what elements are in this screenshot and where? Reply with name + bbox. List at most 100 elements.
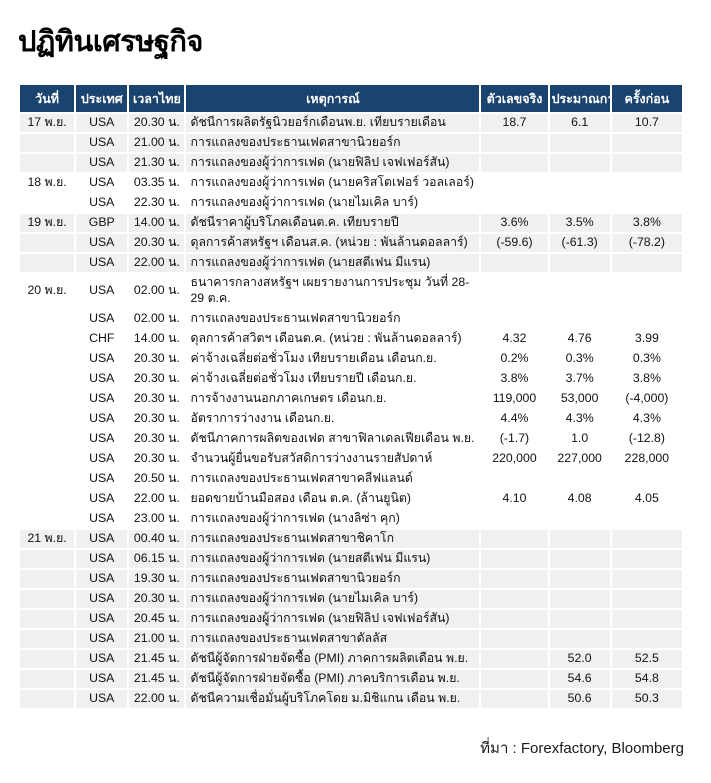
cell-date [20,649,75,668]
cell-previous [611,254,682,272]
cell-country: USA [76,609,128,628]
cell-previous [611,509,682,528]
cell-time: 20.30 น. [129,114,185,132]
cell-forecast: 6.1 [549,114,610,132]
table-row: 21 พ.ย. USA 00.40 น. การแถลงของประธานเฟดสาข… [20,529,682,548]
cell-previous: 0.3% [611,349,682,368]
cell-previous [611,174,682,192]
cell-event: การจ้างงานนอกภาคเกษตร เดือนก.ย. [186,389,480,408]
table-row: USA 20.45 น. การแถลงของผู้ว่าการเฟด (นายฟิ… [20,609,682,628]
table-row: USA 20.30 น. การจ้างงานนอกภาคเกษตร เดือนก.… [20,389,682,408]
cell-actual: 3.8% [481,369,548,388]
cell-country: CHF [76,329,128,348]
cell-event: ค่าจ้างเฉลี่ยต่อชั่วโมง เทียบรายปี เดือน… [186,369,480,388]
table-header-row: วันที่ ประเทศ เวลาไทย เหตุการณ์ ตัวเลขจร… [20,85,682,112]
cell-previous [611,549,682,568]
cell-time: 14.00 น. [129,329,185,348]
cell-event: ดัชนีผู้จัดการฝ่ายจัดซื้อ (PMI) ภาคบริกา… [186,669,480,688]
cell-country: USA [76,449,128,468]
cell-previous [611,589,682,608]
cell-actual [481,689,548,708]
cell-date [20,154,75,172]
cell-forecast [549,274,610,308]
cell-actual [481,274,548,308]
cell-country: USA [76,649,128,668]
cell-date [20,489,75,508]
cell-date [20,629,75,648]
cell-previous: 52.5 [611,649,682,668]
table-body: 17 พ.ย. USA 20.30 น. ดัชนีการผลิตรัฐนิวยอร์… [20,114,682,708]
table-row: USA 21.30 น. การแถลงของผู้ว่าการเฟด (นายฟิ… [20,154,682,172]
table-row: USA 02.00 น. การแถลงของประธานเฟดสาขานิวยอร… [20,309,682,328]
cell-previous: (-78.2) [611,234,682,252]
cell-date [20,389,75,408]
cell-forecast [549,589,610,608]
table-row: USA 20.30 น. ค่าจ้างเฉลี่ยต่อชั่วโมง เทียบ… [20,349,682,368]
table-row: USA 20.50 น. การแถลงของประธานเฟดสาขาคลีฟแล… [20,469,682,488]
cell-forecast: 4.08 [549,489,610,508]
cell-forecast: 3.5% [549,214,610,232]
cell-forecast [549,629,610,648]
cell-actual [481,589,548,608]
cell-time: 20.45 น. [129,609,185,628]
cell-actual [481,254,548,272]
cell-actual: 3.6% [481,214,548,232]
cell-event: ดุลการค้าสวิตฯ เดือนต.ค. (หน่วย : พันล้า… [186,329,480,348]
cell-time: 20.50 น. [129,469,185,488]
cell-event: การแถลงของผู้ว่าการเฟด (นายสตีเฟน มีแรน) [186,254,480,272]
cell-country: USA [76,114,128,132]
cell-actual [481,134,548,152]
cell-actual [481,309,548,328]
cell-forecast: 0.3% [549,349,610,368]
cell-date: 20 พ.ย. [20,274,75,308]
cell-country: USA [76,389,128,408]
cell-forecast: 54.6 [549,669,610,688]
cell-forecast: 50.6 [549,689,610,708]
cell-time: 21.30 น. [129,154,185,172]
cell-country: USA [76,174,128,192]
table-row: USA 21.00 น. การแถลงของประธานเฟดสาขานิวยอร… [20,134,682,152]
economic-calendar-table: วันที่ ประเทศ เวลาไทย เหตุการณ์ ตัวเลขจร… [18,83,684,710]
col-header-date: วันที่ [20,85,75,112]
cell-event: การแถลงของประธานเฟดสาขานิวยอร์ก [186,309,480,328]
cell-date [20,309,75,328]
cell-event: ดัชนีความเชื่อมั่นผู้บริโภคโดย ม.มิชิแกน… [186,689,480,708]
table-row: USA 21.00 น. การแถลงของประธานเฟดสาขาดัลลัส [20,629,682,648]
cell-country: GBP [76,214,128,232]
table-row: USA 20.30 น. ดัชนีภาคการผลิตของเฟด สาขาฟิล… [20,429,682,448]
cell-actual [481,154,548,172]
cell-date: 19 พ.ย. [20,214,75,232]
cell-actual [481,529,548,548]
table-row: 19 พ.ย. GBP 14.00 น. ดัชนีราคาผู้บริโภคเดือ… [20,214,682,232]
cell-event: การแถลงของประธานเฟดสาขาชิคาโก [186,529,480,548]
cell-event: การแถลงของผู้ว่าการเฟด (นายสตีเฟน มีแรน) [186,549,480,568]
cell-previous: 4.05 [611,489,682,508]
cell-event: ธนาคารกลางสหรัฐฯ เผยรายงานการประชุม วันท… [186,274,480,308]
cell-event: ดัชนีภาคการผลิตของเฟด สาขาฟิลาเดลเฟียเดื… [186,429,480,448]
cell-time: 02.00 น. [129,274,185,308]
cell-country: USA [76,194,128,212]
cell-previous: (-12.8) [611,429,682,448]
table-row: USA 20.30 น. ค่าจ้างเฉลี่ยต่อชั่วโมง เทียบ… [20,369,682,388]
cell-date [20,234,75,252]
cell-forecast [549,134,610,152]
table-row: 18 พ.ย. USA 03.35 น. การแถลงของผู้ว่าการเฟด… [20,174,682,192]
table-row: CHF 14.00 น. ดุลการค้าสวิตฯ เดือนต.ค. (หน่… [20,329,682,348]
cell-actual [481,469,548,488]
cell-country: USA [76,309,128,328]
cell-previous: 3.8% [611,214,682,232]
table-row: USA 20.30 น. การแถลงของผู้ว่าการเฟด (นายไม… [20,589,682,608]
cell-forecast [549,469,610,488]
table-row: 20 พ.ย. USA 02.00 น. ธนาคารกลางสหรัฐฯ เผยรา… [20,274,682,308]
cell-forecast [549,509,610,528]
cell-forecast: 4.76 [549,329,610,348]
cell-event: การแถลงของประธานเฟดสาขานิวยอร์ก [186,134,480,152]
cell-actual: 0.2% [481,349,548,368]
cell-event: อัตราการว่างงาน เดือนก.ย. [186,409,480,428]
cell-country: USA [76,629,128,648]
cell-country: USA [76,569,128,588]
cell-actual [481,669,548,688]
cell-forecast: 3.7% [549,369,610,388]
cell-actual: 4.10 [481,489,548,508]
